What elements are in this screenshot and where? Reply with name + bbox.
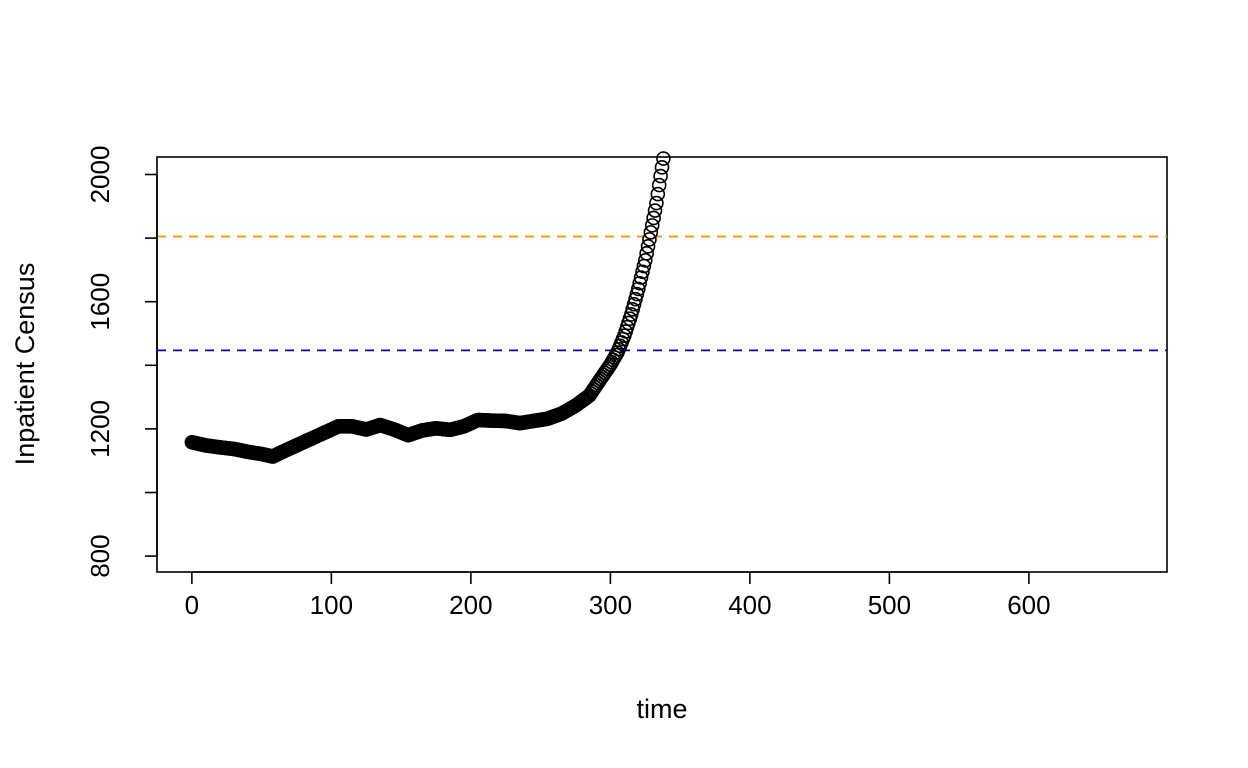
reference-lines: [157, 235, 1167, 352]
data-points: [184, 151, 671, 464]
data-point: [653, 168, 668, 184]
data-point: [649, 195, 664, 211]
data-point: [580, 389, 596, 404]
data-point: [644, 218, 660, 233]
data-point: [646, 210, 661, 226]
x-tick-label: 400: [728, 590, 771, 620]
data-point: [632, 275, 647, 291]
data-point: [642, 232, 657, 247]
data-point: [630, 281, 646, 297]
data-point: [647, 203, 663, 218]
x-tick-label: 200: [449, 590, 492, 620]
data-point: [643, 225, 659, 240]
data-point: [639, 246, 654, 261]
y-tick-label: 1200: [85, 400, 115, 458]
y-axis-label: Inpatient Census: [10, 263, 40, 466]
plot-frame: [156, 156, 1168, 573]
data-point: [637, 253, 653, 268]
x-axis-label: time: [636, 694, 687, 724]
data-point: [656, 151, 671, 166]
data-point: [654, 160, 670, 175]
y-tick-label: 1600: [85, 273, 115, 331]
x-tick-label: 100: [310, 590, 353, 620]
data-point: [651, 177, 667, 193]
y-axis: 800 1200 1600 2000: [85, 146, 158, 578]
x-tick-label: 600: [1007, 590, 1050, 620]
data-point: [633, 270, 649, 285]
x-tick-label: 500: [868, 590, 911, 620]
x-axis: 0 100 200 300 400 500 600: [185, 571, 1051, 620]
data-point: [640, 239, 656, 254]
data-point: [635, 264, 650, 280]
x-tick-label: 0: [185, 590, 199, 620]
x-tick-label: 300: [589, 590, 632, 620]
y-tick-label: 2000: [85, 146, 115, 204]
y-tick-label: 800: [85, 534, 115, 577]
data-point: [650, 186, 666, 202]
